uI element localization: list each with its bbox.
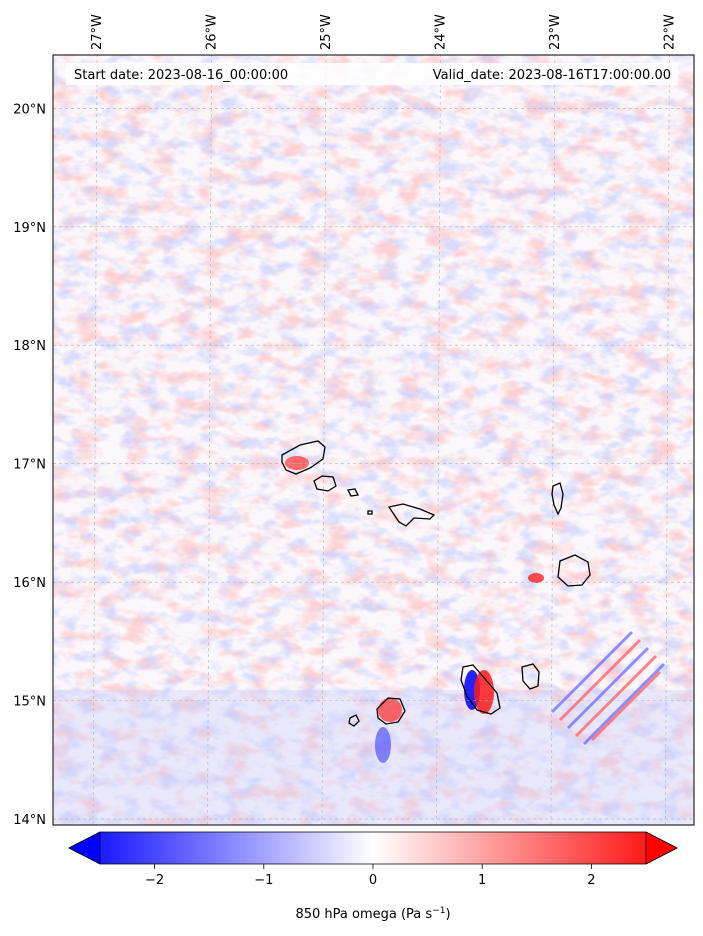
map-frame — [52, 54, 695, 826]
lon-tick-label: 24°W — [433, 14, 448, 50]
colorbar-body — [68, 831, 678, 865]
gridline-lon — [92, 54, 98, 826]
island-fogo — [376, 697, 406, 725]
island-maio — [521, 663, 540, 690]
island-santa-luzia — [347, 488, 359, 497]
longitude-tick-labels: 27°W 26°W 25°W 24°W 23°W 22°W — [90, 14, 677, 50]
island-raso — [367, 510, 373, 515]
lat-tick-label: 14°N — [13, 813, 46, 828]
lon-tick-label: 23°W — [548, 14, 563, 50]
colorbar-tick-label: −2 — [145, 873, 164, 888]
lat-tick-label: 20°N — [13, 102, 46, 117]
colorbar-label: 850 hPa omega (Pa s−1) — [295, 906, 450, 922]
gridlines — [53, 54, 694, 826]
wave-train — [550, 630, 666, 746]
lat-tick-label: 17°N — [13, 458, 46, 473]
omega-field — [53, 55, 694, 825]
colorbar-tick-label: 2 — [587, 873, 595, 888]
strong-ascent-patch — [474, 670, 494, 714]
lon-tick-label: 26°W — [205, 14, 220, 50]
latitude-tick-labels: 20°N 19°N 18°N 17°N 16°N 15°N 14°N — [13, 102, 46, 828]
date-label-box — [66, 63, 678, 85]
valid-date-label: Valid_date: 2023-08-16T17:00:00.00 — [433, 68, 671, 83]
island-sao-vicente — [313, 475, 337, 492]
colorbar-tick-label: 1 — [478, 873, 486, 888]
colorbar: −2 −1 0 1 2 850 hPa omega (Pa s−1) — [68, 831, 678, 922]
colorbar-tick-label: −1 — [254, 873, 273, 888]
island-sao-nicolau — [387, 503, 436, 527]
coastlines — [281, 440, 591, 727]
colorbar-extend-high — [645, 831, 678, 865]
lon-tick-label: 27°W — [90, 14, 105, 50]
lat-tick-label: 19°N — [13, 221, 46, 236]
gridline-lon — [321, 54, 327, 826]
island-boa-vista — [557, 554, 591, 587]
lon-tick-label: 22°W — [662, 14, 677, 50]
gridline-lon — [550, 54, 556, 826]
colorbar-ticks: −2 −1 0 1 2 — [145, 864, 596, 888]
lat-tick-label: 16°N — [13, 576, 46, 591]
island-santo-antao — [281, 440, 326, 475]
gridline-lon — [436, 54, 441, 826]
start-date-label: Start date: 2023-08-16_00:00:00 — [74, 68, 288, 83]
lat-tick-label: 15°N — [13, 695, 46, 710]
lat-tick-label: 18°N — [13, 339, 46, 354]
lon-tick-label: 25°W — [319, 14, 334, 50]
island-brava — [348, 714, 360, 727]
colorbar-tick-label: 0 — [369, 873, 377, 888]
island-sal — [551, 482, 564, 516]
map-panel: Start date: 2023-08-16_00:00:00 Valid_da… — [13, 14, 695, 828]
island-santiago — [460, 664, 501, 715]
colorbar-extend-low — [68, 831, 101, 865]
gridline-lon — [207, 54, 212, 826]
gridline-lon — [665, 54, 670, 826]
